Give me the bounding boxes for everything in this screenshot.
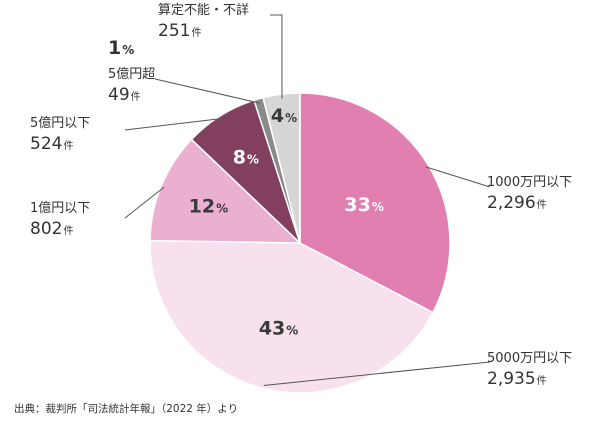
slice-count-label: 251件 bbox=[158, 21, 201, 41]
pie-slice bbox=[299, 92, 451, 314]
pie-slice bbox=[149, 239, 434, 394]
slice-count-label: 802件 bbox=[30, 219, 73, 239]
slice-labels: 1000万円以下 2,296件 5000万円以下 2,935件 1億円以下 802件 5億円… bbox=[30, 2, 572, 389]
percent-labels: 33% 43% 12% 8% 1% 4% bbox=[108, 37, 384, 339]
pie-slice bbox=[149, 138, 302, 244]
slice-count-label: 49件 bbox=[108, 85, 141, 105]
percent-label: 1% bbox=[108, 37, 134, 59]
leader-line bbox=[124, 186, 165, 219]
pie-slice bbox=[262, 92, 301, 244]
slice-category-label: 5億円超 bbox=[108, 66, 155, 82]
leader-line bbox=[263, 361, 491, 386]
slice-count-label: 524件 bbox=[30, 134, 73, 154]
leader-line bbox=[425, 166, 491, 188]
slice-category-label: 5億円以下 bbox=[30, 115, 90, 131]
slice-category-label: 5000万円以下 bbox=[487, 351, 572, 366]
slice-count-label: 2,935件 bbox=[487, 369, 547, 389]
source-note: 出典：裁判所「司法統計年報」（2022 年）より bbox=[14, 403, 239, 415]
percent-label: 4% bbox=[271, 105, 297, 127]
percent-label: 33% bbox=[344, 194, 383, 216]
percent-label: 8% bbox=[233, 147, 259, 169]
leader-line bbox=[124, 117, 222, 131]
leader-lines bbox=[124, 14, 491, 386]
pie-slices bbox=[149, 92, 451, 394]
slice-count-label: 2,296件 bbox=[487, 193, 547, 213]
slice-category-label: 1億円以下 bbox=[30, 200, 90, 216]
percent-label: 43% bbox=[259, 317, 298, 339]
percent-label: 12% bbox=[189, 195, 228, 217]
slice-category-label: 1000万円以下 bbox=[487, 175, 572, 190]
leader-line bbox=[270, 14, 283, 99]
slice-category-label: 算定不能・不詳 bbox=[158, 2, 249, 18]
leader-line bbox=[154, 78, 260, 104]
